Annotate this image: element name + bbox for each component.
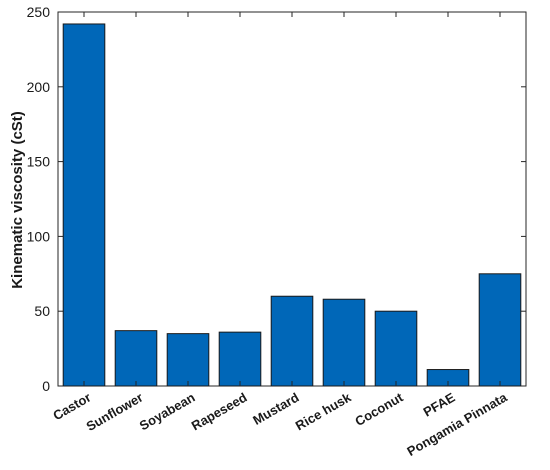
x-tick-label: Rice husk [293, 389, 354, 433]
bar-rapeseed [218, 331, 262, 387]
bar-castor [62, 23, 106, 387]
x-tick-label: Pongamia Pinnata [404, 389, 510, 459]
x-tick-label: PFAE [421, 389, 458, 419]
y-tick-label: 100 [27, 228, 51, 244]
x-tick-label: Soyabean [137, 390, 198, 434]
x-tick-label: Sunflower [84, 390, 146, 434]
x-tick-label: Coconut [352, 389, 406, 429]
bar-pongamia-pinnata [478, 273, 522, 387]
y-tick-label: 150 [27, 154, 51, 170]
x-tick-label: Rapeseed [189, 390, 250, 434]
y-tick-label: 250 [27, 4, 51, 20]
y-axis-title: Kinematic viscosity (cSt) [9, 111, 26, 289]
bar-sunflower [114, 330, 158, 387]
bar-rice-husk [322, 298, 366, 387]
y-tick-label: 50 [34, 303, 50, 319]
bar-mustard [270, 295, 314, 387]
y-tick-label: 0 [42, 378, 50, 394]
plot-area: 050100150200250CastorSunflowerSoyabeanRa… [27, 4, 527, 459]
bar-coconut [374, 310, 418, 387]
bar-soyabean [166, 333, 210, 387]
y-tick-label: 200 [27, 79, 51, 95]
